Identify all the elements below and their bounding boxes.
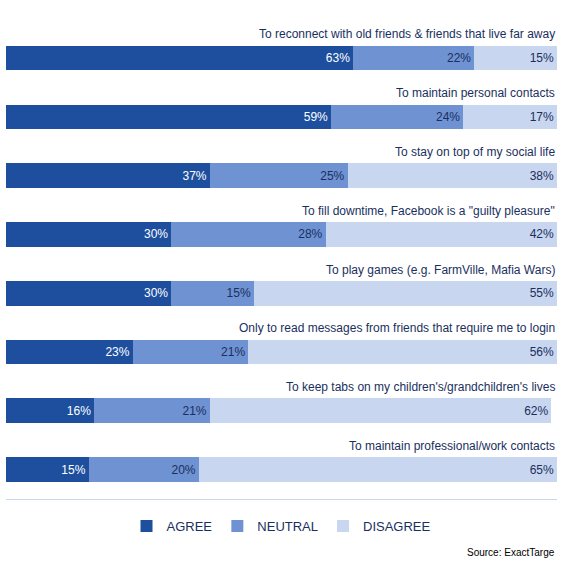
svg-text:To play games (e.g. FarmVille,: To play games (e.g. FarmVille, Mafia War… <box>326 263 555 277</box>
svg-text:Only to read messages from fri: Only to read messages from friends that … <box>239 321 555 335</box>
svg-text:15%: 15% <box>227 286 251 300</box>
svg-text:21%: 21% <box>183 404 207 418</box>
svg-text:56%: 56% <box>530 345 554 359</box>
svg-text:To keep tabs on my children's/: To keep tabs on my children's/grandchild… <box>286 380 555 394</box>
svg-text:25%: 25% <box>320 169 344 183</box>
svg-text:65%: 65% <box>530 463 554 477</box>
svg-text:22%: 22% <box>447 51 471 65</box>
svg-text:24%: 24% <box>436 110 460 124</box>
svg-text:28%: 28% <box>298 227 322 241</box>
svg-text:63%: 63% <box>326 51 350 65</box>
svg-text:To reconnect with old friends: To reconnect with old friends & friends … <box>259 27 555 41</box>
svg-text:59%: 59% <box>304 110 328 124</box>
svg-text:37%: 37% <box>183 169 207 183</box>
svg-text:Source: ExactTarge: Source: ExactTarge <box>467 547 555 558</box>
svg-text:17%: 17% <box>530 110 554 124</box>
svg-text:To maintain personal contacts: To maintain personal contacts <box>396 86 555 100</box>
svg-text:42%: 42% <box>530 227 554 241</box>
svg-text:38%: 38% <box>530 169 554 183</box>
svg-text:To stay on top of my social li: To stay on top of my social life <box>395 145 555 159</box>
svg-text:30%: 30% <box>144 227 168 241</box>
svg-text:55%: 55% <box>530 286 554 300</box>
svg-text:23%: 23% <box>105 345 129 359</box>
svg-text:16%: 16% <box>67 404 91 418</box>
svg-text:15%: 15% <box>530 51 554 65</box>
svg-text:To maintain professional/work: To maintain professional/work contacts <box>349 439 555 453</box>
svg-text:20%: 20% <box>172 463 196 477</box>
svg-text:21%: 21% <box>221 345 245 359</box>
svg-text:NEUTRAL: NEUTRAL <box>257 519 318 534</box>
svg-text:15%: 15% <box>61 463 85 477</box>
svg-text:62%: 62% <box>524 404 548 418</box>
svg-text:DISAGREE: DISAGREE <box>363 519 431 534</box>
svg-text:AGREE: AGREE <box>167 519 213 534</box>
svg-text:To fill downtime, Facebook is: To fill downtime, Facebook is a "guilty … <box>302 204 555 218</box>
svg-text:30%: 30% <box>144 286 168 300</box>
